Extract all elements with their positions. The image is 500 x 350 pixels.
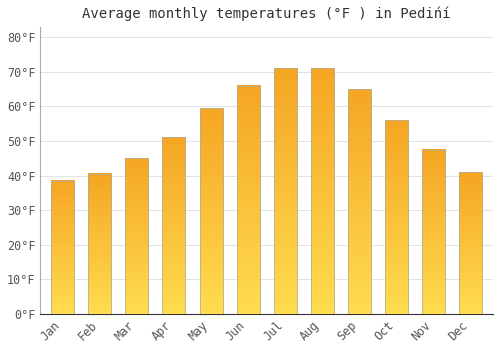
Title: Average monthly temperatures (°F ) in Pedińí: Average monthly temperatures (°F ) in Pe… xyxy=(82,7,451,21)
